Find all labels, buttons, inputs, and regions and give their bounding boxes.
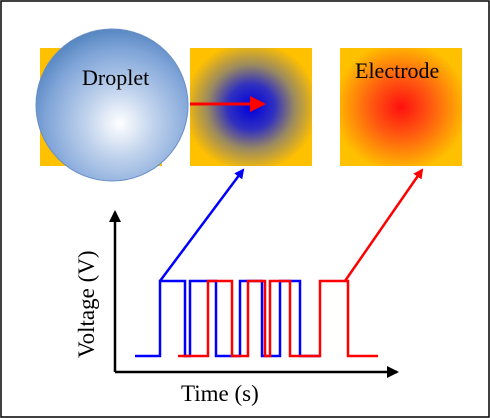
y-axis-label: Voltage (V): [74, 250, 99, 358]
red-pulse-train: [178, 279, 378, 358]
droplet-sphere: [35, 28, 189, 182]
electrode-pad-middle-active: [190, 48, 312, 166]
x-axis-label: Time (s): [181, 381, 259, 406]
blue-pulse-to-electrode-arrow: [158, 168, 245, 282]
red-pulse-to-electrode-arrow: [343, 168, 424, 282]
electrode-pad-right-active: [340, 48, 462, 166]
droplet-label: Droplet: [82, 65, 149, 90]
electrode-label: Electrode: [355, 58, 439, 83]
blue-pulse-train: [135, 279, 320, 358]
